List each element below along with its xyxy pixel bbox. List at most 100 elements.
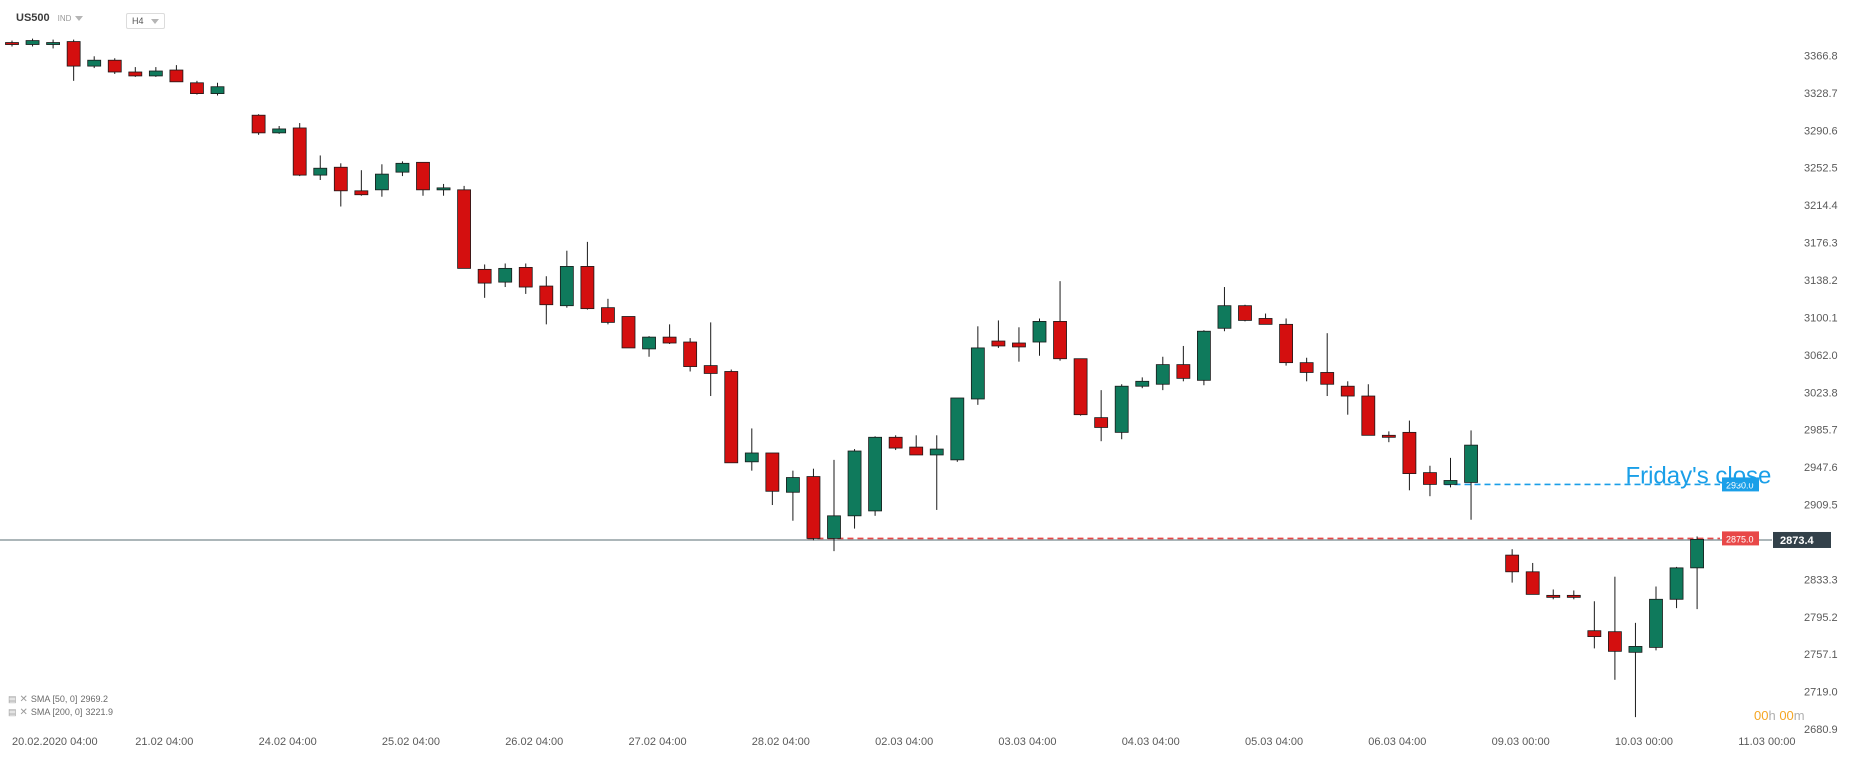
candle <box>1608 576 1622 680</box>
candle <box>1053 281 1067 361</box>
candle <box>806 468 821 541</box>
candle <box>46 39 60 49</box>
candle <box>1032 318 1047 356</box>
candle <box>1649 586 1663 651</box>
candle <box>457 185 472 269</box>
candle <box>703 322 718 397</box>
candle-body <box>621 316 636 349</box>
last-price-tag <box>1773 531 1831 548</box>
candle <box>87 56 102 69</box>
x-tick-label: 24.02 04:00 <box>259 736 317 748</box>
candle <box>169 65 184 83</box>
candle <box>621 316 636 349</box>
candle-body <box>1628 646 1643 653</box>
candle <box>1423 465 1437 497</box>
candle <box>190 80 204 95</box>
candle <box>1546 589 1561 600</box>
x-tick-label: 25.02 04:00 <box>382 736 440 748</box>
candle <box>1505 549 1520 583</box>
indicator-value: 3221.9 <box>85 707 113 717</box>
candle-body <box>1053 321 1067 360</box>
symbol-label[interactable]: US500 <box>16 12 50 24</box>
indicator-row[interactable]: ▤ ✕ SMA [200, 0] 3221.9 <box>8 706 113 719</box>
candle-body <box>395 162 410 173</box>
x-tick-label: 20.02.2020 04:00 <box>12 736 98 748</box>
candle-body <box>642 336 656 350</box>
candle-body <box>66 41 81 67</box>
timeframe-select[interactable]: H4 <box>126 13 165 29</box>
close-icon[interactable]: ✕ <box>19 707 28 718</box>
candle <box>1197 330 1211 386</box>
indicator-label: SMA [200, 0] <box>30 707 83 717</box>
y-tick-label: 3062.0 <box>1804 350 1838 362</box>
candle-body <box>1361 395 1376 436</box>
candle-body <box>1114 385 1129 433</box>
candle-body <box>416 161 430 191</box>
candle-body <box>1176 364 1191 379</box>
candle-body <box>1094 417 1109 428</box>
candle-body <box>909 446 924 456</box>
settings-icon[interactable]: ▤ <box>8 694 17 704</box>
candle <box>292 123 307 177</box>
settings-icon[interactable]: ▤ <box>8 707 17 717</box>
candle-body <box>1505 554 1520 573</box>
x-tick-label: 26.02 04:00 <box>505 736 563 748</box>
candle-body <box>1402 431 1417 475</box>
candle-body <box>1299 362 1314 373</box>
x-tick-label: 21.02 04:00 <box>135 736 193 748</box>
candle <box>1094 390 1109 442</box>
candle-body <box>1340 385 1355 397</box>
candle <box>950 397 965 462</box>
instrument-type-dropdown[interactable]: IND <box>58 14 84 23</box>
candle-body <box>1279 323 1293 364</box>
candle <box>1340 381 1355 415</box>
candle-body <box>1238 305 1252 321</box>
candle-body <box>87 59 102 67</box>
candle <box>744 428 759 471</box>
candle <box>683 338 698 372</box>
indicator-label: SMA [50, 0] <box>30 694 78 704</box>
candle-body <box>251 114 266 134</box>
candle-body <box>539 285 554 306</box>
candle <box>559 250 574 308</box>
candle-body <box>1587 630 1602 638</box>
candle-body <box>1032 321 1047 343</box>
candle <box>1012 327 1026 362</box>
candle <box>210 82 225 96</box>
candle-body <box>1320 372 1335 385</box>
chevron-down-icon <box>75 15 84 21</box>
candle <box>333 163 348 207</box>
candle-body <box>929 448 944 456</box>
x-tick-label: 05.03 04:00 <box>1245 736 1303 748</box>
candle <box>1258 313 1273 325</box>
candle <box>477 264 492 298</box>
candle-body <box>868 436 882 512</box>
candle-body <box>292 127 307 176</box>
candle <box>354 170 369 196</box>
candle <box>1155 356 1170 391</box>
candle-body <box>46 42 60 45</box>
y-tick-label: 3290.6 <box>1804 125 1838 137</box>
candle-body <box>765 452 780 492</box>
candle-body <box>559 266 574 307</box>
candle-body <box>1217 305 1232 329</box>
candle-body <box>25 40 40 45</box>
close-icon[interactable]: ✕ <box>19 694 28 705</box>
candle-body <box>991 340 1006 347</box>
candle-body <box>1546 594 1561 598</box>
y-tick-label: 3176.3 <box>1804 238 1838 250</box>
candle-countdown: 00h 00m <box>1754 708 1805 723</box>
candle <box>128 67 143 77</box>
candle <box>1176 345 1191 382</box>
y-tick-label: 3214.4 <box>1804 200 1838 212</box>
candle-body <box>1012 342 1026 348</box>
indicator-row[interactable]: ▤ ✕ SMA [50, 0] 2969.2 <box>8 693 113 706</box>
y-tick-label: 2680.9 <box>1804 724 1838 736</box>
x-tick-label: 11.03 00:00 <box>1738 736 1795 748</box>
candle-body <box>210 86 225 94</box>
y-tick-label: 3100.1 <box>1804 312 1838 324</box>
candle-body <box>1155 364 1170 385</box>
candle-body <box>1423 472 1437 485</box>
